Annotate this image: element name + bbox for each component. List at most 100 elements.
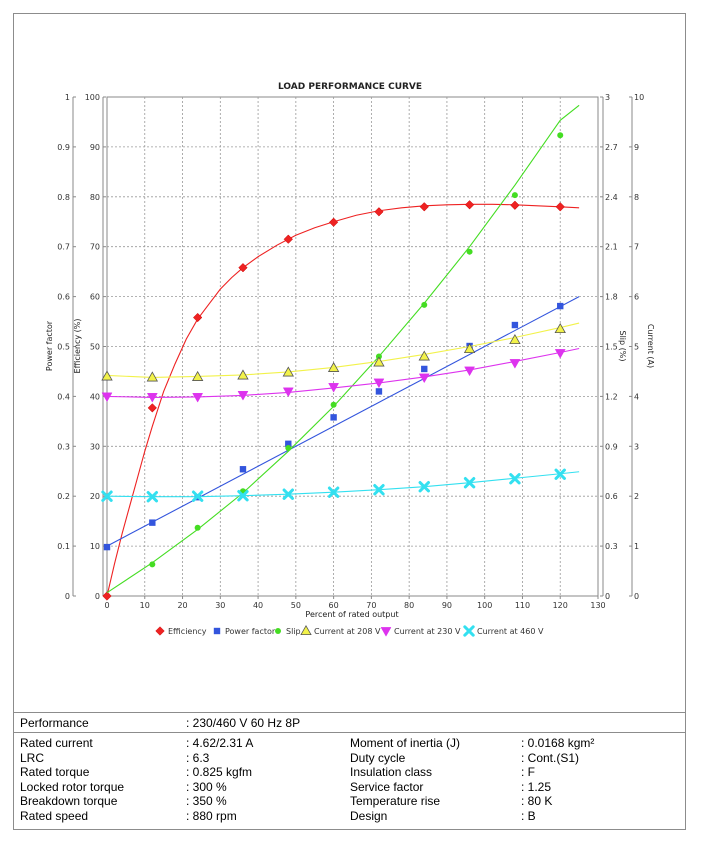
spec-left-label: Locked rotor torque (20, 779, 125, 794)
data-point-current-at-230-v (373, 378, 385, 389)
series-slip (106, 104, 580, 594)
data-point-current-at-230-v (101, 392, 113, 403)
spec-left-label: Rated torque (20, 765, 90, 779)
tick-label-x: 0 (104, 601, 109, 610)
data-point-current-at-230-v (328, 383, 340, 393)
tick-label-x: 90 (442, 601, 452, 610)
spec-left-label: Rated speed (20, 808, 89, 823)
data-point-current-at-208-v (101, 370, 113, 381)
tick-label-power_factor: 0.7 (57, 243, 70, 252)
performance-value: : 230/460 V 60 Hz 8P (186, 716, 301, 730)
report-frame (13, 13, 686, 830)
data-point-current-at-230-v (146, 393, 158, 403)
legend-marker-current-at-230-v (380, 627, 392, 637)
data-point-current-at-460-v (191, 490, 204, 502)
spec-left-value: : 6.3 (186, 750, 210, 765)
data-point-current-at-208-v (237, 369, 249, 380)
spec-left-value: : 300 % (186, 779, 227, 794)
data-point-efficiency (328, 217, 339, 227)
spec-right-label: Duty cycle (350, 750, 406, 765)
data-point-efficiency (147, 403, 157, 413)
chart-title: LOAD PERFORMANCE CURVE (278, 82, 422, 92)
tick-label-slip: 1.8 (605, 293, 618, 302)
legend-item-current-at-460-v: Current at 460 V (463, 625, 544, 637)
legend-marker-slip (275, 628, 281, 634)
tick-label-current: 9 (634, 143, 639, 152)
data-point-power-factor (239, 466, 247, 473)
data-point-slip (285, 444, 292, 451)
tick-label-x: 40 (253, 601, 263, 610)
tick-label-current: 4 (634, 392, 639, 401)
data-point-power-factor (375, 388, 383, 395)
tick-label-efficiency: 40 (90, 392, 100, 401)
tick-label-slip: 2.7 (605, 143, 618, 152)
data-point-efficiency (283, 234, 293, 244)
series-current-at-460-v (101, 468, 580, 503)
axis-ticks: 00.10.20.30.40.50.60.70.80.9101020304050… (57, 93, 644, 610)
data-point-slip (557, 132, 564, 139)
spec-right-value: : 80 K (521, 794, 553, 808)
spec-right-value: : 0.0168 kgm² (521, 736, 595, 750)
tick-label-efficiency: 60 (90, 293, 100, 302)
data-point-slip (511, 192, 518, 199)
data-point-current-at-460-v (101, 490, 113, 502)
legend-item-current-at-230-v: Current at 230 V (380, 627, 461, 637)
tick-label-power_factor: 0.1 (57, 542, 70, 551)
tick-label-power_factor: 0.4 (57, 392, 70, 401)
tick-label-x: 70 (366, 601, 376, 610)
spec-right-value: : B (521, 808, 536, 823)
data-point-current-at-230-v (509, 359, 521, 369)
data-point-power-factor (557, 302, 564, 310)
spec-left-value: : 0.825 kgfm (186, 765, 253, 779)
legend-label: Current at 460 V (477, 627, 544, 636)
spec-left-value: : 880 rpm (186, 808, 237, 823)
data-point-efficiency (464, 200, 475, 210)
series-line-slip (106, 104, 580, 594)
tick-label-slip: 0.3 (605, 542, 618, 551)
tick-label-power_factor: 0.2 (57, 492, 70, 501)
tick-label-x: 60 (329, 601, 339, 610)
tick-label-power_factor: 0.3 (57, 442, 70, 451)
spec-right-label: Design (350, 808, 388, 823)
data-point-current-at-208-v (373, 356, 385, 367)
data-point-current-at-230-v (464, 366, 476, 377)
series-efficiency (102, 200, 580, 601)
tick-label-efficiency: 100 (85, 93, 100, 102)
y-axis-label-current: Current (A) (646, 324, 655, 368)
spec-left-label: Rated current (20, 736, 93, 750)
tick-label-slip: 0.6 (605, 492, 618, 501)
data-point-power-factor (330, 414, 337, 421)
data-point-slip (330, 401, 337, 408)
tick-label-efficiency: 20 (90, 492, 100, 501)
data-point-power-factor (285, 440, 292, 448)
data-point-power-factor (421, 365, 428, 373)
data-point-slip (421, 301, 428, 308)
tick-label-efficiency: 80 (90, 193, 100, 202)
data-point-efficiency (374, 207, 384, 217)
tick-label-x: 120 (553, 601, 568, 610)
legend-label: Current at 208 V (314, 627, 381, 636)
legend-marker-efficiency (155, 626, 165, 636)
data-point-efficiency (419, 202, 429, 212)
data-point-power-factor (511, 321, 519, 329)
tick-label-x: 20 (177, 601, 187, 610)
series-line-current-at-460-v (106, 471, 580, 498)
data-point-efficiency (555, 202, 565, 212)
tick-label-efficiency: 30 (90, 442, 100, 451)
performance-label: Performance (20, 716, 89, 730)
tick-label-x: 10 (140, 601, 150, 610)
legend-label: Slip (286, 627, 301, 636)
data-point-current-at-230-v (554, 349, 566, 359)
tick-label-slip: 2.4 (605, 193, 618, 202)
tick-label-slip: 2.1 (605, 243, 618, 252)
tick-label-power_factor: 0.5 (57, 343, 70, 352)
data-point-current-at-208-v (146, 371, 159, 382)
data-point-slip (149, 561, 156, 568)
data-point-current-at-460-v (509, 473, 521, 485)
legend-marker-power-factor (213, 627, 221, 635)
series-current-at-230-v (101, 347, 580, 403)
spec-left-value: : 4.62/2.31 A (186, 736, 254, 750)
tick-label-current: 10 (634, 93, 644, 102)
data-point-current-at-230-v (282, 387, 294, 398)
data-point-current-at-460-v (282, 488, 294, 500)
